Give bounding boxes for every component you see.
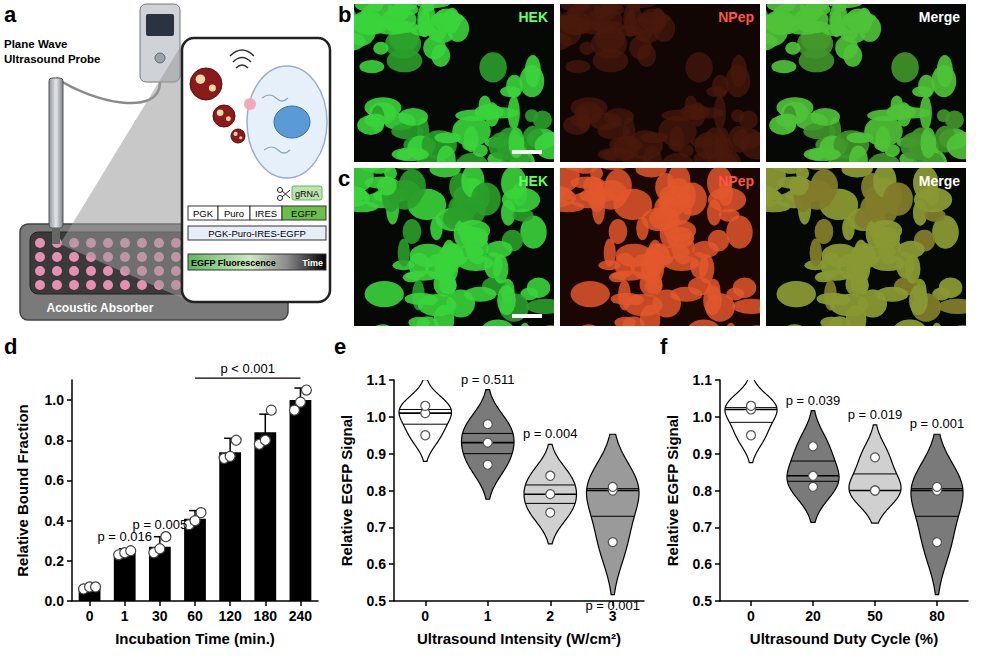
svg-text:0.6: 0.6 bbox=[45, 472, 65, 488]
svg-text:Time: Time bbox=[302, 258, 323, 268]
svg-text:120: 120 bbox=[218, 608, 242, 624]
svg-text:EGFP Fluorescence: EGFP Fluorescence bbox=[191, 258, 276, 268]
svg-text:PGK: PGK bbox=[193, 208, 214, 219]
svg-text:Ultrasound Duty Cycle (%): Ultrasound Duty Cycle (%) bbox=[750, 630, 938, 647]
svg-text:0.0: 0.0 bbox=[45, 593, 65, 609]
svg-text:20: 20 bbox=[805, 608, 821, 624]
svg-text:0.2: 0.2 bbox=[45, 553, 65, 569]
svg-text:p = 0.016: p = 0.016 bbox=[97, 528, 152, 544]
svg-text:180: 180 bbox=[254, 608, 278, 624]
svg-text:1: 1 bbox=[484, 608, 492, 624]
svg-text:Merge: Merge bbox=[919, 173, 960, 189]
svg-text:PGK-Puro-IRES-EGFP: PGK-Puro-IRES-EGFP bbox=[208, 228, 306, 239]
svg-text:60: 60 bbox=[187, 608, 203, 624]
svg-text:0.9: 0.9 bbox=[693, 446, 713, 462]
svg-text:1.0: 1.0 bbox=[693, 409, 713, 425]
svg-text:2: 2 bbox=[546, 608, 554, 624]
svg-text:Puro: Puro bbox=[224, 208, 244, 219]
html-text:d: d bbox=[4, 334, 18, 359]
svg-text:Merge: Merge bbox=[919, 9, 960, 25]
svg-text:0.9: 0.9 bbox=[367, 446, 387, 462]
svg-text:p = 0.001: p = 0.001 bbox=[585, 598, 640, 613]
svg-text:NPep: NPep bbox=[718, 173, 754, 189]
svg-text:0.5: 0.5 bbox=[693, 593, 713, 609]
svg-text:0.6: 0.6 bbox=[367, 556, 387, 572]
svg-text:0.7: 0.7 bbox=[367, 519, 387, 535]
svg-text:Acoustic Absorber: Acoustic Absorber bbox=[47, 301, 154, 315]
svg-text:Ultrasound Probe: Ultrasound Probe bbox=[4, 53, 100, 65]
svg-text:0: 0 bbox=[421, 608, 429, 624]
svg-text:0.8: 0.8 bbox=[45, 432, 65, 448]
svg-text:HEK: HEK bbox=[518, 173, 548, 189]
svg-text:0.4: 0.4 bbox=[45, 513, 65, 529]
svg-text:p = 0.511: p = 0.511 bbox=[461, 372, 515, 387]
svg-text:0.7: 0.7 bbox=[693, 519, 713, 535]
html-text:e: e bbox=[334, 334, 347, 359]
svg-text:1.0: 1.0 bbox=[367, 409, 387, 425]
svg-text:Relative EGFP Signal: Relative EGFP Signal bbox=[664, 415, 681, 566]
svg-text:c: c bbox=[338, 166, 350, 191]
svg-text:p = 0.039: p = 0.039 bbox=[786, 393, 841, 408]
svg-text:0.8: 0.8 bbox=[693, 483, 713, 499]
svg-text:3: 3 bbox=[608, 608, 617, 624]
svg-text:EGFP: EGFP bbox=[291, 208, 317, 219]
svg-text:b: b bbox=[338, 2, 351, 27]
svg-text:Plane Wave: Plane Wave bbox=[4, 38, 68, 50]
svg-text:p = 0.005: p = 0.005 bbox=[133, 517, 188, 532]
svg-text:a: a bbox=[4, 2, 17, 27]
svg-text:Relative EGFP Signal: Relative EGFP Signal bbox=[338, 415, 355, 566]
svg-text:240: 240 bbox=[289, 608, 313, 624]
svg-text:0.8: 0.8 bbox=[367, 483, 387, 499]
svg-text:HEK: HEK bbox=[518, 9, 548, 25]
svg-text:1: 1 bbox=[121, 608, 129, 624]
svg-text:p = 0.019: p = 0.019 bbox=[848, 407, 903, 422]
svg-text:0: 0 bbox=[747, 608, 755, 624]
svg-text:30: 30 bbox=[152, 608, 168, 624]
svg-text:Ultrasound Intensity (W/cm²): Ultrasound Intensity (W/cm²) bbox=[417, 630, 621, 647]
svg-text:0.5: 0.5 bbox=[367, 593, 387, 609]
svg-text:p = 0.001: p = 0.001 bbox=[910, 416, 965, 431]
svg-text:1.0: 1.0 bbox=[45, 392, 65, 408]
svg-text:1.1: 1.1 bbox=[367, 372, 387, 388]
svg-text:Incubation Time (min.): Incubation Time (min.) bbox=[115, 630, 275, 647]
html-text:f: f bbox=[660, 334, 668, 359]
svg-text:p < 0.001: p < 0.001 bbox=[220, 361, 275, 376]
svg-text:IRES: IRES bbox=[255, 208, 277, 219]
svg-text:50: 50 bbox=[867, 608, 883, 624]
svg-text:NPep: NPep bbox=[718, 9, 754, 25]
svg-text:0.6: 0.6 bbox=[693, 556, 713, 572]
svg-text:0: 0 bbox=[86, 608, 94, 624]
svg-text:p = 0.004: p = 0.004 bbox=[523, 426, 578, 441]
svg-text:1.1: 1.1 bbox=[693, 372, 713, 388]
svg-text:gRNA: gRNA bbox=[295, 189, 319, 199]
svg-text:80: 80 bbox=[929, 608, 945, 624]
svg-text:Relative Bound Fraction: Relative Bound Fraction bbox=[14, 404, 31, 577]
